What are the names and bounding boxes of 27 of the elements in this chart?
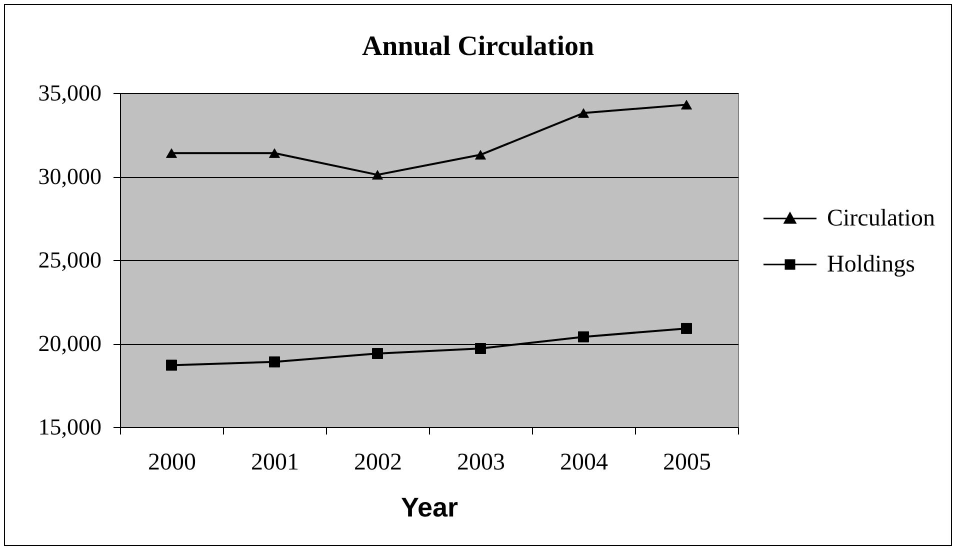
point	[475, 150, 486, 160]
point	[578, 108, 589, 118]
x-tick-label: 2001	[251, 450, 299, 476]
point	[372, 348, 383, 360]
point	[681, 322, 692, 334]
legend-label: Circulation	[827, 206, 935, 232]
x-tick-label: 2004	[560, 450, 608, 476]
x-axis-title: Year	[400, 492, 459, 522]
y-tick-label: 30,000	[38, 164, 102, 189]
x-tick-label: 2002	[354, 450, 402, 476]
point	[372, 170, 383, 180]
point	[475, 343, 486, 354]
y-tick-label: 25,000	[38, 248, 102, 272]
chart-title: Annual Circulation	[362, 31, 594, 62]
point	[166, 360, 177, 371]
point	[166, 148, 177, 158]
x-tick-label: 2003	[457, 450, 505, 476]
point	[578, 331, 589, 342]
x-tick-label: 2000	[148, 450, 196, 476]
y-tick-label: 35,000	[38, 80, 102, 106]
y-tick-label: 15,000	[38, 414, 102, 440]
point	[681, 100, 692, 110]
point	[269, 148, 280, 158]
y-tick-label: 20,000	[38, 331, 102, 356]
legend-label: Holdings	[827, 252, 916, 278]
point	[269, 356, 280, 368]
x-tick-label: 2005	[663, 450, 711, 476]
